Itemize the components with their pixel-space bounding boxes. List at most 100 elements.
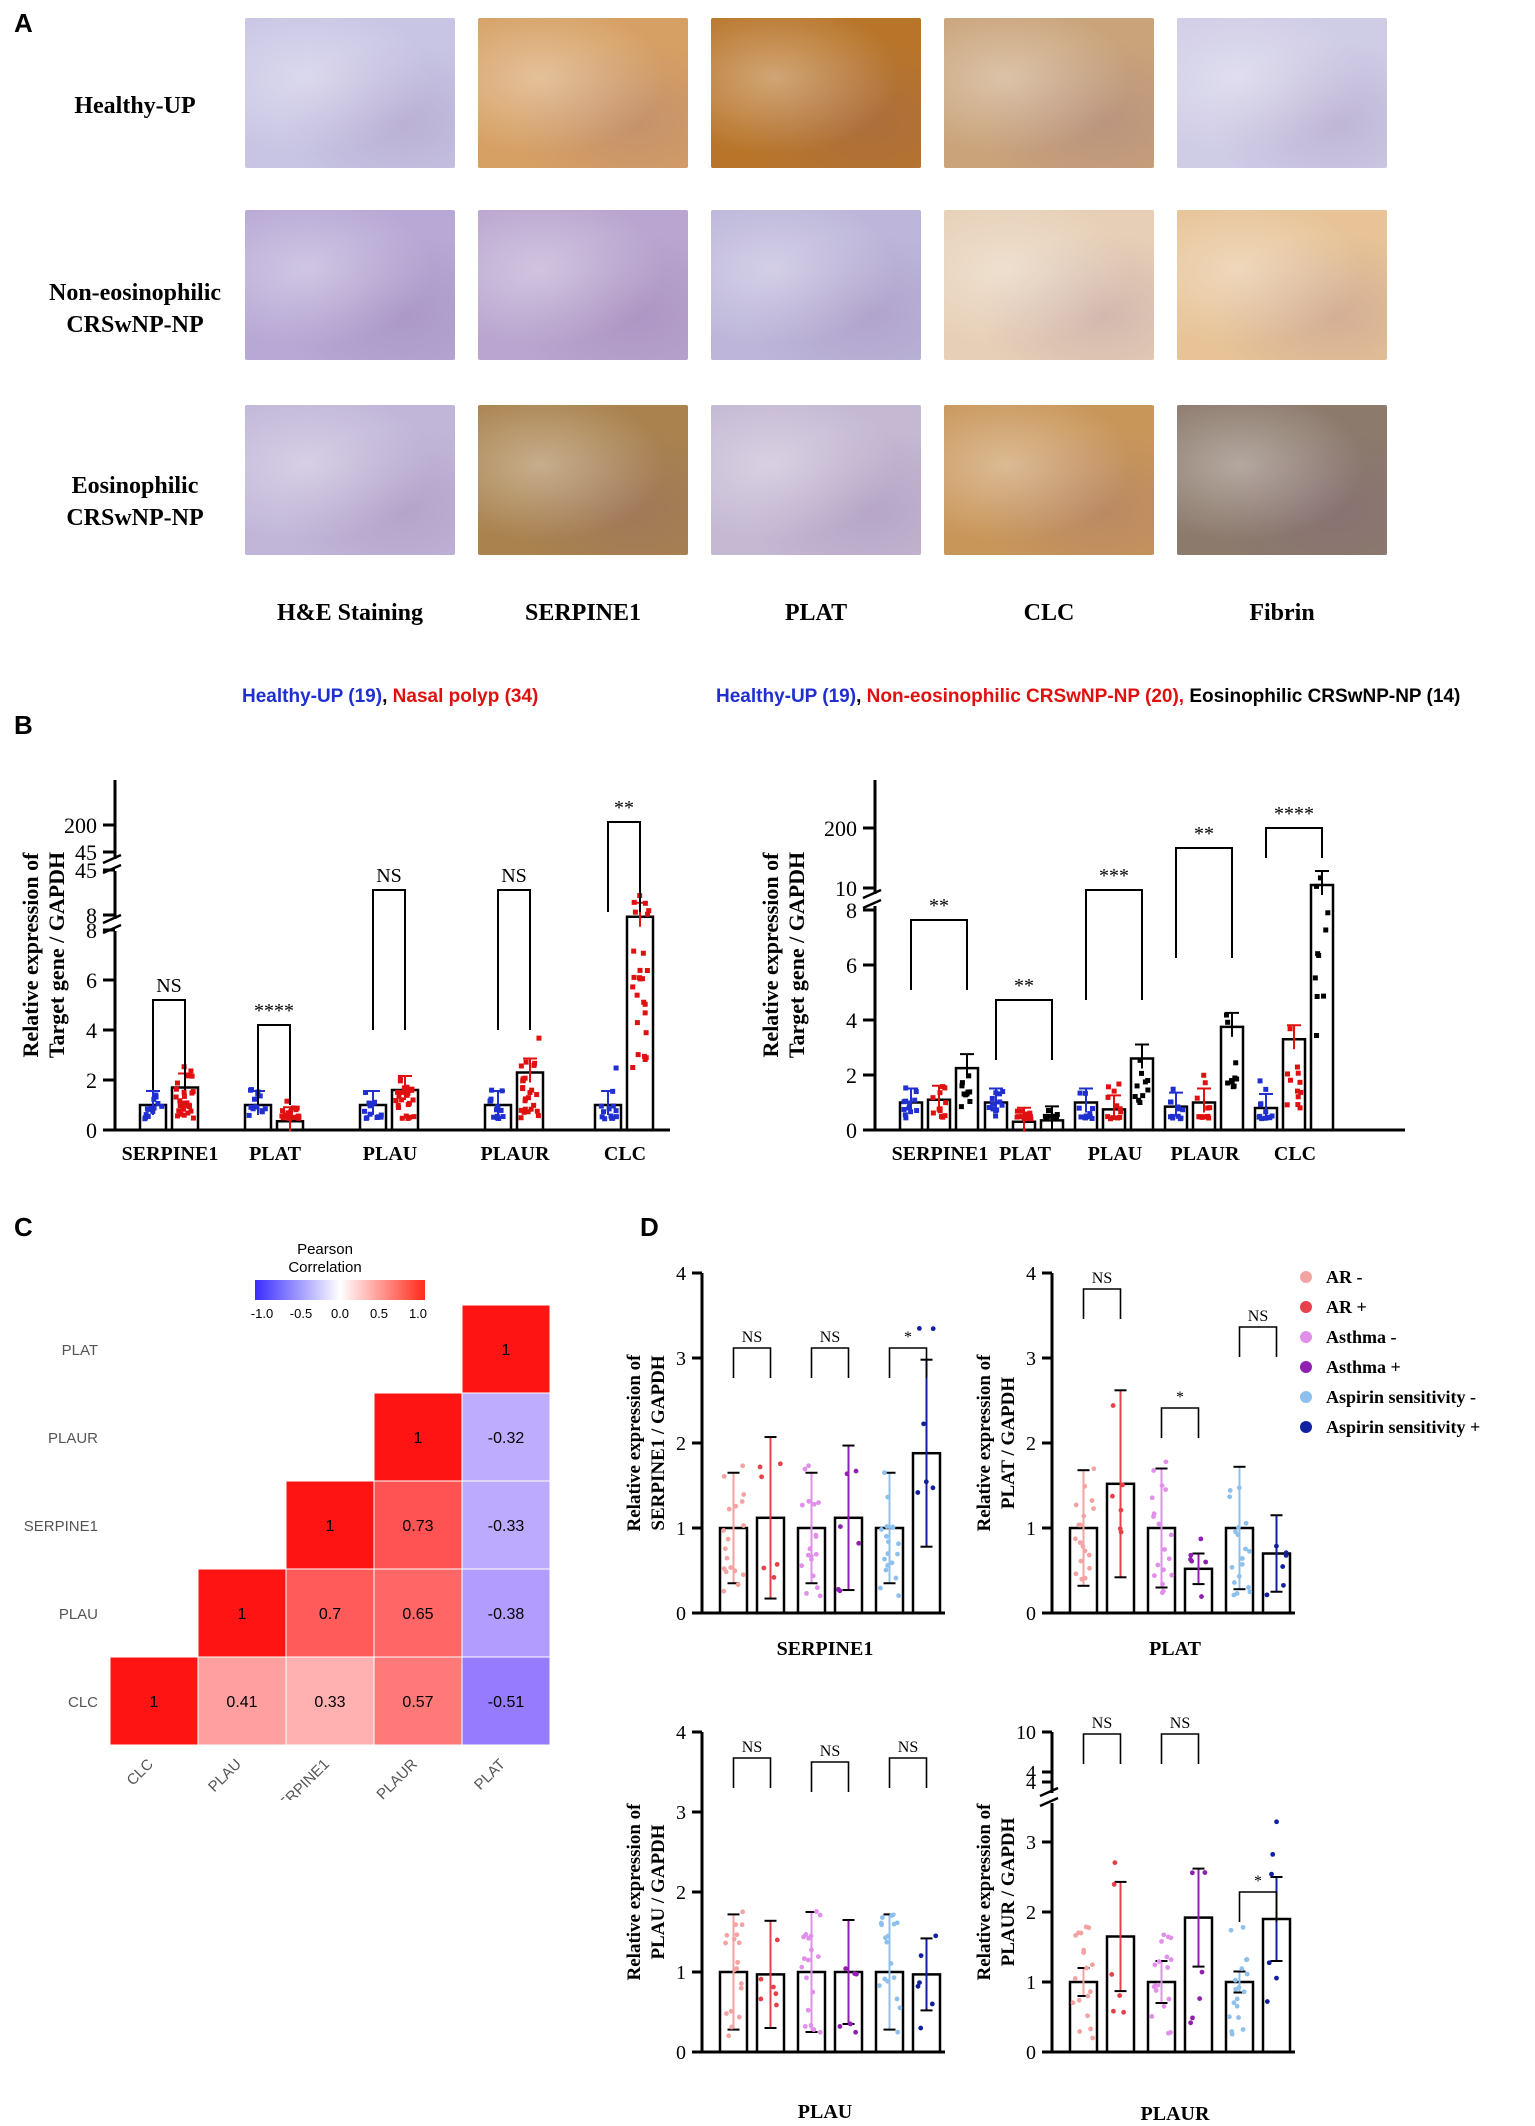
legend-item: Aspirin sensitivity + [1300, 1412, 1480, 1442]
data-point [148, 1105, 154, 1111]
data-point [631, 948, 637, 954]
data-point [1077, 1540, 1083, 1545]
data-point [645, 911, 651, 917]
data-point [1080, 1543, 1086, 1549]
y-label-line1: Relative expression of [624, 1354, 645, 1532]
data-point [802, 1466, 808, 1472]
axis-break-mark [1039, 1786, 1059, 1798]
data-point [889, 1913, 894, 1918]
data-point [1078, 1114, 1084, 1120]
data-point [409, 1086, 415, 1092]
data-point [525, 1109, 531, 1115]
data-point [814, 1909, 819, 1914]
heatmap-row-label: PLAUR [48, 1430, 98, 1447]
data-point [410, 1097, 416, 1103]
heatmap-cell [285, 1656, 375, 1746]
data-point [1243, 1546, 1248, 1552]
x-tick-label: PLAUR [481, 1143, 550, 1165]
data-point [254, 1103, 260, 1109]
data-point [1019, 1108, 1025, 1114]
data-point [1274, 1975, 1279, 1981]
data-point [1087, 1114, 1093, 1120]
colorbar-tick: 0.5 [370, 1306, 388, 1321]
data-point [817, 1912, 823, 1918]
significance-bracket [1160, 1733, 1200, 1764]
tissue-image-r1-c2 [478, 18, 688, 168]
colorbar [255, 1280, 425, 1300]
y-tick-label: 0 [846, 1118, 857, 1143]
panel-d-legend: AR - AR + Asthma - Asthma + Aspirin sensitiv… [1300, 1262, 1480, 1442]
data-point [914, 1108, 920, 1114]
data-point [1118, 1109, 1124, 1115]
data-point [811, 2027, 817, 2032]
y-tick-label: 6 [846, 953, 857, 978]
data-point [1194, 1095, 1200, 1101]
legend-label: Aspirin sensitivity - [1326, 1386, 1477, 1407]
data-point [810, 1989, 816, 1995]
data-point [883, 1533, 889, 1539]
heatmap-row-label: CLC [68, 1694, 98, 1711]
data-point [1273, 1543, 1279, 1549]
data-point [1229, 1078, 1235, 1084]
data-point [802, 2023, 808, 2029]
data-point [774, 2002, 779, 2008]
panel-b-letter: B [14, 710, 33, 740]
x-tick-label: PLAT [249, 1143, 302, 1165]
data-point [810, 1573, 816, 1579]
data-point [997, 1099, 1003, 1105]
data-point [399, 1097, 405, 1103]
data-point [734, 1932, 740, 1938]
data-point [895, 2029, 901, 2035]
data-point [1082, 1483, 1088, 1489]
row-label-noneosinophilic: Non-eosinophilic CRSwNP-NP [48, 280, 222, 338]
x-tick-label: PLAU [1088, 1143, 1142, 1165]
y-tick-label: 4 [1026, 1762, 1036, 1784]
tissue-image-r3-c2 [478, 405, 688, 555]
data-point [1170, 1115, 1176, 1121]
legend-item: AR - [1300, 1262, 1480, 1292]
data-point [1225, 1019, 1231, 1025]
heatmap-cell [285, 1568, 375, 1658]
y-tick-label: 4 [1026, 1263, 1036, 1285]
data-point [1082, 1575, 1088, 1581]
significance-bracket [1265, 827, 1323, 858]
panel-d-plau-chart: 0 1 2 3 4 Relative expression of PLAU / GAPDH N… [624, 1722, 945, 2123]
y-label-line1: Relative expression of [18, 852, 43, 1058]
data-point [246, 1112, 252, 1118]
data-point [294, 1105, 300, 1111]
y-label-line1: Relative expression of [974, 1354, 995, 1532]
data-point [912, 1097, 918, 1103]
data-point [877, 1585, 883, 1591]
data-point [364, 1115, 370, 1121]
data-point [1161, 1567, 1166, 1573]
data-point [879, 1527, 884, 1532]
y-tick-label: 45 [75, 840, 97, 865]
data-point [1168, 1957, 1174, 1963]
data-point [1118, 1507, 1124, 1513]
data-point [190, 1115, 196, 1121]
tissue-image-r2-c2 [478, 210, 688, 360]
heatmap-value: 1 [502, 1342, 511, 1359]
legend-marker [1300, 1271, 1312, 1283]
data-point [1090, 2035, 1096, 2041]
data-point [817, 1593, 823, 1599]
data-point [643, 1030, 649, 1036]
data-point [598, 1103, 604, 1109]
panel-b-right-legend: Healthy-UP (19), Non-eosinophilic CRSwNP… [716, 686, 1461, 707]
significance-bracket [497, 889, 531, 1030]
y-axis-label: Relative expression of SERPINE1 / GAPDH [624, 1354, 669, 1532]
significance-bracket [1082, 1733, 1122, 1764]
data-point [405, 1102, 411, 1108]
data-point [1087, 1111, 1093, 1117]
data-point [885, 1933, 891, 1939]
data-point [1201, 1072, 1207, 1078]
data-point [181, 1093, 187, 1099]
data-point [522, 1098, 528, 1104]
data-point [632, 909, 638, 915]
data-point [1168, 1099, 1174, 1105]
colorbar-title: Correlation [288, 1259, 361, 1276]
data-point [1241, 1989, 1247, 1995]
data-point [883, 1567, 889, 1573]
data-point [631, 899, 637, 905]
significance-bracket [152, 999, 186, 1090]
